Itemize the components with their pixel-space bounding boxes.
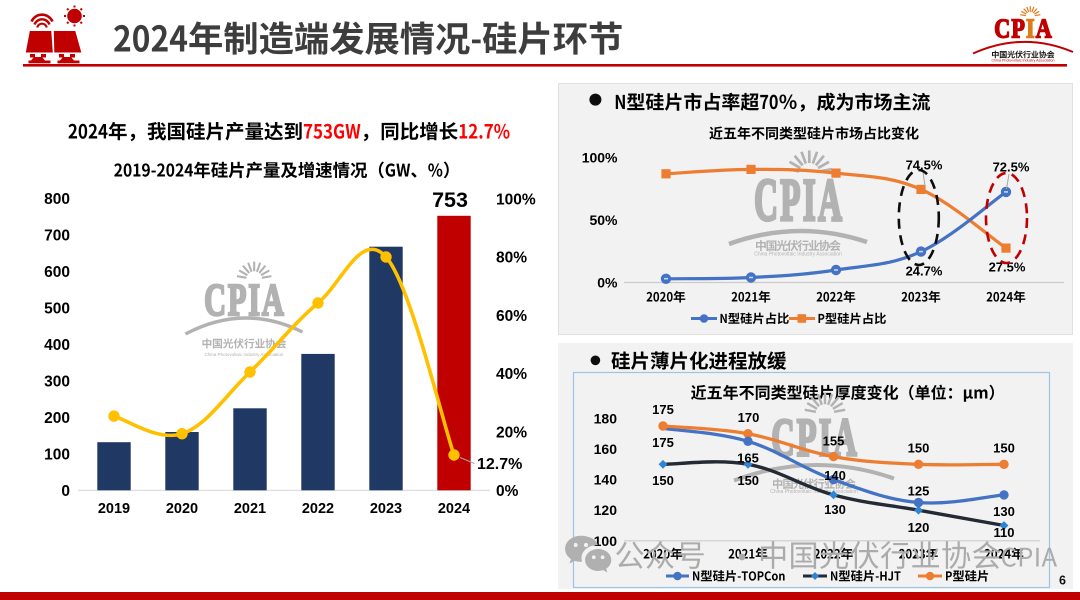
svg-text:P: P bbox=[1011, 15, 1025, 45]
svg-text:130: 130 bbox=[824, 502, 846, 517]
svg-text:140: 140 bbox=[824, 468, 846, 483]
svg-text:C: C bbox=[994, 15, 1010, 45]
svg-text:2019: 2019 bbox=[98, 501, 130, 517]
svg-text:0%: 0% bbox=[597, 275, 618, 291]
svg-text:40%: 40% bbox=[496, 366, 527, 383]
svg-text:A: A bbox=[262, 275, 284, 326]
svg-text:P: P bbox=[797, 407, 817, 468]
svg-text:6: 6 bbox=[1059, 574, 1066, 588]
svg-text:125: 125 bbox=[908, 484, 930, 499]
svg-text:110: 110 bbox=[994, 525, 1015, 540]
svg-text:150: 150 bbox=[908, 441, 930, 456]
svg-text:400: 400 bbox=[44, 337, 70, 354]
svg-text:2021: 2021 bbox=[234, 501, 266, 517]
svg-text:12.7%: 12.7% bbox=[477, 456, 522, 473]
svg-text:200: 200 bbox=[44, 410, 70, 427]
svg-text:130: 130 bbox=[993, 504, 1015, 519]
svg-text:140: 140 bbox=[594, 472, 618, 488]
svg-text:2023: 2023 bbox=[370, 501, 402, 517]
svg-text:120: 120 bbox=[594, 502, 618, 518]
svg-text:175: 175 bbox=[652, 402, 674, 417]
svg-text:700: 700 bbox=[44, 228, 70, 245]
svg-text:I: I bbox=[803, 168, 816, 234]
svg-text:China Photovoltaic Industry As: China Photovoltaic Industry Association bbox=[992, 59, 1055, 63]
svg-text:A: A bbox=[1036, 15, 1052, 45]
svg-text:China Photovoltaic Industry As: China Photovoltaic Industry Association bbox=[754, 252, 842, 258]
svg-text:150: 150 bbox=[993, 441, 1015, 456]
svg-text:P: P bbox=[780, 168, 800, 234]
svg-text:2020: 2020 bbox=[166, 501, 198, 517]
svg-text:600: 600 bbox=[44, 264, 70, 281]
svg-text:300: 300 bbox=[44, 373, 70, 390]
svg-text:100: 100 bbox=[44, 446, 70, 463]
svg-text:60%: 60% bbox=[496, 308, 527, 325]
svg-text:2022: 2022 bbox=[302, 501, 334, 517]
svg-text:100%: 100% bbox=[582, 150, 618, 166]
svg-text:I: I bbox=[248, 275, 260, 326]
svg-text:150: 150 bbox=[652, 473, 674, 488]
svg-text:80%: 80% bbox=[496, 250, 527, 267]
svg-text:24.7%: 24.7% bbox=[906, 263, 943, 278]
svg-text:P: P bbox=[228, 275, 247, 326]
svg-text:0%: 0% bbox=[496, 483, 519, 500]
svg-text:27.5%: 27.5% bbox=[989, 259, 1026, 274]
svg-text:155: 155 bbox=[823, 433, 845, 448]
svg-text:100: 100 bbox=[594, 533, 618, 549]
svg-text:I: I bbox=[1026, 15, 1035, 45]
svg-text:A: A bbox=[818, 168, 842, 234]
svg-text:180: 180 bbox=[594, 410, 618, 426]
svg-text:100%: 100% bbox=[496, 191, 536, 208]
svg-text:2024: 2024 bbox=[438, 501, 470, 517]
svg-text:160: 160 bbox=[594, 441, 618, 457]
svg-text:0: 0 bbox=[61, 483, 70, 500]
svg-text:800: 800 bbox=[44, 191, 70, 208]
svg-text:170: 170 bbox=[738, 410, 760, 425]
svg-text:120: 120 bbox=[908, 520, 930, 535]
svg-text:China Photovoltaic Industry As: China Photovoltaic Industry Association bbox=[770, 489, 858, 495]
svg-text:74.5%: 74.5% bbox=[906, 157, 943, 172]
svg-text:72.5%: 72.5% bbox=[993, 159, 1030, 174]
svg-text:50%: 50% bbox=[589, 212, 618, 228]
svg-text:753: 753 bbox=[432, 188, 468, 212]
svg-text:China Photovoltaic Industry As: China Photovoltaic Industry Association bbox=[205, 352, 284, 357]
svg-text:175: 175 bbox=[652, 435, 674, 450]
svg-text:C: C bbox=[204, 275, 226, 326]
svg-text:C: C bbox=[754, 168, 778, 234]
svg-text:20%: 20% bbox=[496, 425, 527, 442]
svg-text:165: 165 bbox=[737, 450, 759, 465]
svg-text:150: 150 bbox=[737, 473, 759, 488]
svg-text:500: 500 bbox=[44, 301, 70, 318]
